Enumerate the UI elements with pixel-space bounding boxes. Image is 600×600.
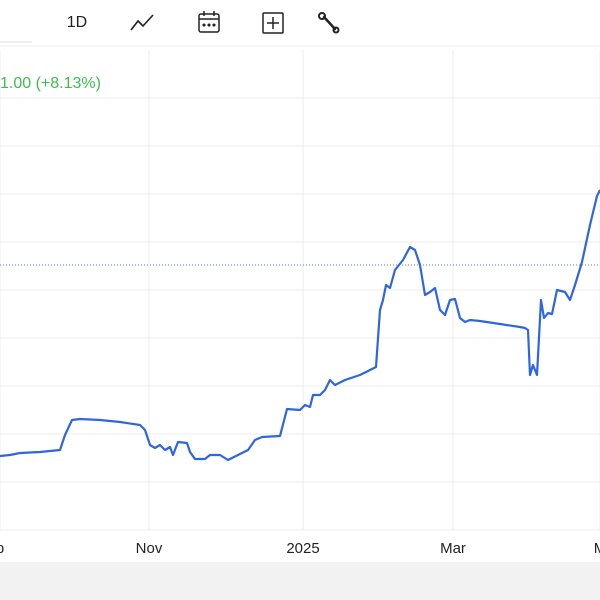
x-tick-label: p bbox=[0, 540, 4, 557]
price-line bbox=[0, 189, 600, 462]
x-tick-label: Nov bbox=[136, 540, 163, 557]
x-tick-label: 2025 bbox=[286, 540, 319, 557]
add-indicator-button[interactable] bbox=[262, 12, 284, 34]
footer-bar bbox=[0, 562, 600, 600]
line-type-button[interactable] bbox=[130, 14, 154, 31]
calendar-button[interactable] bbox=[198, 11, 220, 33]
change-label: 1.00 (+8.13%) bbox=[0, 75, 101, 92]
settings-button[interactable] bbox=[318, 12, 340, 34]
x-tick-label: Mar bbox=[440, 540, 466, 557]
x-tick-label: M bbox=[594, 540, 600, 557]
toolbar bbox=[0, 0, 600, 46]
interval-button[interactable]: 1D bbox=[67, 14, 87, 31]
